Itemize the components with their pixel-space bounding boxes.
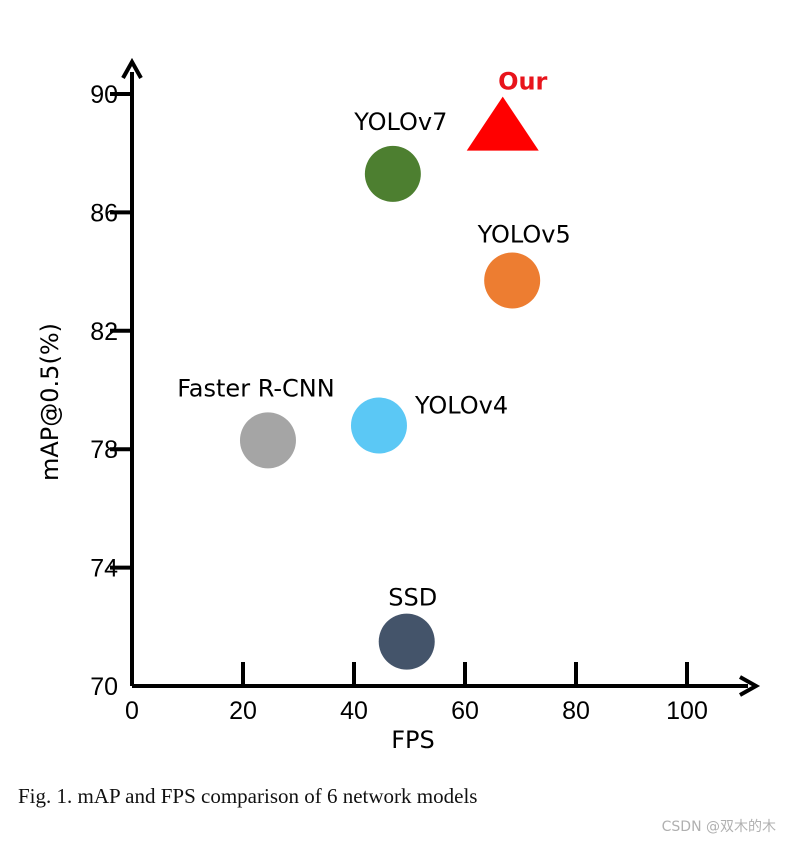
data-labels: Our YOLOv7 YOLOv5 Faster R-CNN YOLOv4 SSD xyxy=(177,68,571,612)
scatter-chart: 0 20 40 60 80 100 70 74 78 82 86 90 FPS mAP@0.5(%) Ou… xyxy=(36,57,761,754)
point-faster-r-cnn xyxy=(239,412,296,469)
y-tick-label: 78 xyxy=(90,436,118,464)
x-tick-label: 20 xyxy=(229,697,257,725)
point-our xyxy=(466,96,539,151)
y-tick-label: 82 xyxy=(90,318,118,346)
x-tick-label: 60 xyxy=(451,697,479,725)
watermark: CSDN @双木的木 xyxy=(661,819,776,835)
label-yolov5: YOLOv5 xyxy=(477,220,571,248)
x-tick-label: 0 xyxy=(125,697,139,725)
axes xyxy=(121,57,761,697)
label-our: Our xyxy=(498,68,547,96)
point-ssd xyxy=(378,613,435,670)
y-tick-label: 70 xyxy=(90,673,118,701)
y-tick-label: 74 xyxy=(90,555,118,583)
x-axis-title: FPS xyxy=(391,726,435,754)
label-yolov7: YOLOv7 xyxy=(353,108,447,136)
label-ssd: SSD xyxy=(388,584,437,612)
y-axis-arrow xyxy=(121,57,143,79)
y-tick-label: 86 xyxy=(90,199,118,227)
y-axis-title: mAP@0.5(%) xyxy=(36,323,64,481)
x-tick-label: 100 xyxy=(666,697,708,725)
point-yolov4 xyxy=(350,397,407,454)
x-axis-arrow xyxy=(739,675,761,697)
x-tick-label: 80 xyxy=(562,697,590,725)
point-yolov7 xyxy=(364,145,421,202)
label-faster-r-cnn: Faster R-CNN xyxy=(177,374,335,402)
data-points xyxy=(239,96,541,670)
figure-caption: Fig. 1. mAP and FPS comparison of 6 netw… xyxy=(18,784,478,808)
label-yolov4: YOLOv4 xyxy=(414,392,508,420)
point-yolov5 xyxy=(484,252,541,309)
y-tick-label: 90 xyxy=(90,81,118,109)
x-tick-label: 40 xyxy=(340,697,368,725)
ticks: 0 20 40 60 80 100 70 74 78 82 86 90 FPS mAP@0.5(%) xyxy=(36,81,708,754)
